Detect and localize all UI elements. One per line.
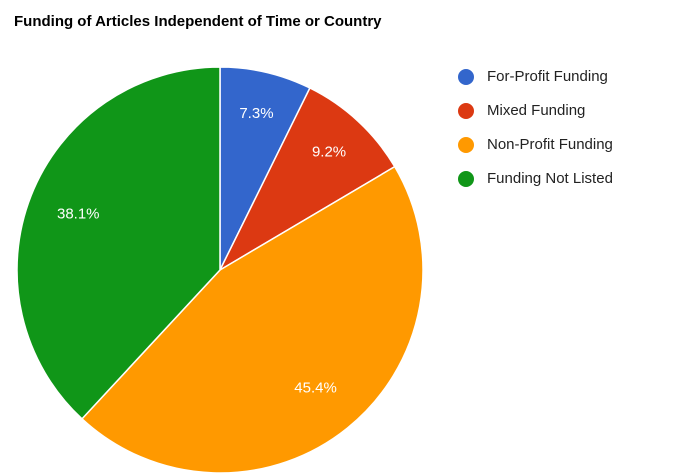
legend-swatch bbox=[458, 171, 474, 187]
legend-label: For-Profit Funding bbox=[487, 68, 608, 85]
slice-label: 7.3% bbox=[239, 105, 273, 122]
legend-label: Mixed Funding bbox=[487, 102, 585, 119]
legend-label: Funding Not Listed bbox=[487, 170, 613, 187]
legend: For-Profit Funding Mixed Funding Non-Profi… bbox=[458, 68, 613, 187]
legend-swatch bbox=[458, 137, 474, 153]
slice-label: 45.4% bbox=[294, 379, 337, 396]
pie-slice bbox=[218, 86, 396, 272]
pie: 7.3% 9.2% 45.4% 38.1% bbox=[16, 66, 424, 473]
slice-label: 38.1% bbox=[57, 205, 100, 222]
legend-swatch bbox=[458, 69, 474, 85]
slice-label: 9.2% bbox=[312, 143, 346, 160]
legend-swatch bbox=[458, 103, 474, 119]
chart-title: Funding of Articles Independent of Time … bbox=[14, 13, 382, 30]
pie-slice bbox=[16, 66, 221, 420]
legend-label: Non-Profit Funding bbox=[487, 136, 613, 153]
pie-slice bbox=[80, 165, 424, 473]
